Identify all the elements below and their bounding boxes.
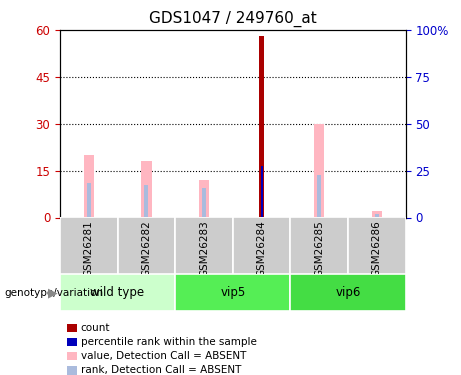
Title: GDS1047 / 249760_at: GDS1047 / 249760_at — [149, 11, 317, 27]
Bar — [290, 274, 406, 311]
Bar — [375, 214, 379, 217]
Text: count: count — [81, 323, 110, 333]
Bar — [233, 217, 290, 274]
Text: value, Detection Call = ABSENT: value, Detection Call = ABSENT — [81, 351, 246, 361]
Text: vip6: vip6 — [335, 286, 361, 299]
Text: GSM26285: GSM26285 — [314, 220, 324, 277]
Text: GSM26283: GSM26283 — [199, 220, 209, 277]
Text: GSM26284: GSM26284 — [257, 220, 266, 277]
Bar — [372, 211, 382, 217]
Text: rank, Detection Call = ABSENT: rank, Detection Call = ABSENT — [81, 366, 241, 375]
Text: wild type: wild type — [90, 286, 145, 299]
Bar — [60, 274, 175, 311]
Bar — [259, 36, 264, 218]
Text: GSM26281: GSM26281 — [84, 220, 94, 277]
Bar — [290, 217, 348, 274]
Bar — [175, 217, 233, 274]
Text: genotype/variation: genotype/variation — [5, 288, 104, 297]
Text: vip5: vip5 — [220, 286, 245, 299]
Bar — [83, 155, 94, 218]
Text: ▶: ▶ — [48, 286, 58, 299]
Bar — [118, 217, 175, 274]
Bar — [87, 183, 91, 218]
Bar — [199, 180, 209, 218]
Bar — [144, 185, 148, 218]
Text: GSM26282: GSM26282 — [142, 220, 151, 277]
Bar — [260, 166, 263, 218]
Bar — [314, 124, 325, 218]
Bar — [317, 176, 321, 217]
Bar — [175, 274, 290, 311]
Text: GSM26286: GSM26286 — [372, 220, 382, 277]
Bar — [141, 161, 152, 218]
Bar — [348, 217, 406, 274]
Text: percentile rank within the sample: percentile rank within the sample — [81, 337, 257, 347]
Bar — [60, 217, 118, 274]
Bar — [202, 188, 206, 218]
